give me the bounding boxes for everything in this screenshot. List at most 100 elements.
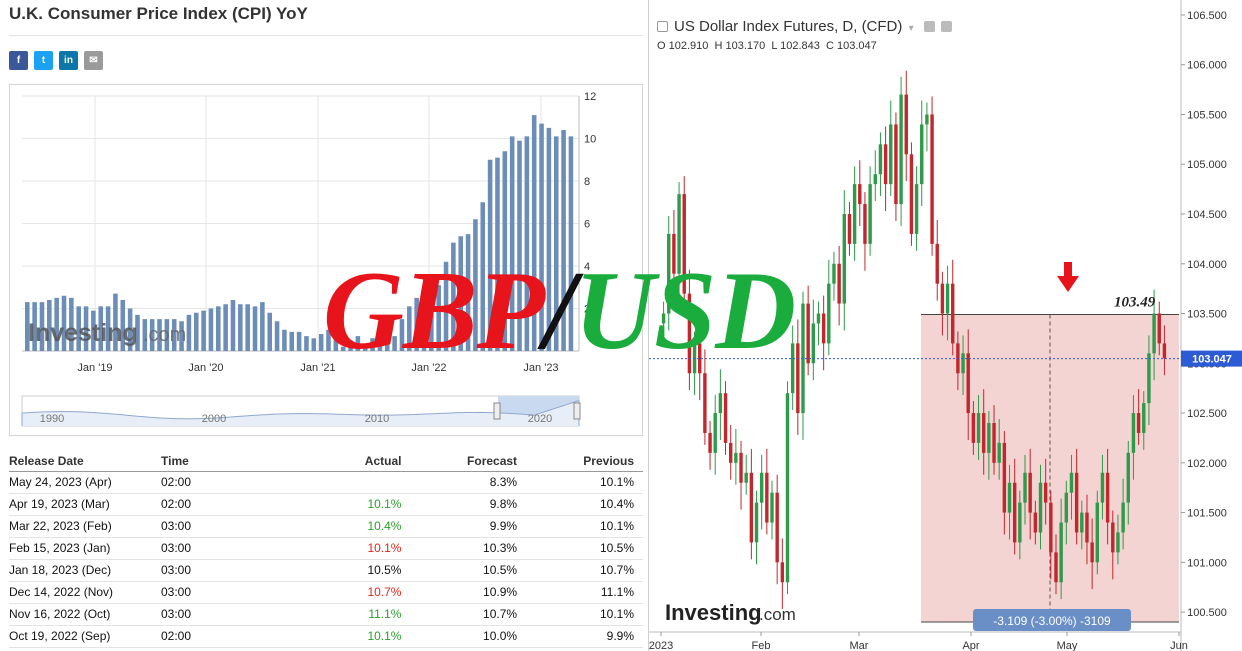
candle-body[interactable] [1064,492,1069,523]
candle-body[interactable] [729,442,733,463]
cpi-bar[interactable] [149,319,155,351]
candle-body[interactable] [883,144,888,185]
candle-body[interactable] [713,413,717,453]
twitter-share-button[interactable]: t [34,51,53,70]
candle-body[interactable] [1090,542,1094,563]
candle-body[interactable] [667,233,671,314]
candle-body[interactable] [894,124,898,205]
gear-icon[interactable] [940,21,952,32]
candle-body[interactable] [1147,353,1151,404]
candle-body[interactable] [925,114,929,125]
candle-body[interactable] [940,283,945,314]
candle-body[interactable] [1028,472,1032,513]
candle-body[interactable] [904,94,908,155]
candle-body[interactable] [914,184,919,234]
cpi-bar[interactable] [76,306,81,351]
email-share-button[interactable]: ✉ [84,51,103,70]
cpi-bar[interactable] [223,304,228,351]
cpi-bar[interactable] [421,308,427,352]
cpi-bar[interactable] [451,242,456,351]
col-actual[interactable]: Actual [321,451,411,472]
cpi-bar[interactable] [157,319,162,351]
cpi-bar[interactable] [326,329,331,351]
facebook-share-button[interactable]: f [9,51,28,70]
cpi-bar[interactable] [39,302,45,351]
candle-body[interactable] [987,423,991,453]
candle-body[interactable] [1059,522,1063,583]
cpi-bar[interactable] [238,304,243,351]
candle-body[interactable] [672,233,676,274]
candle-body[interactable] [1085,512,1089,543]
cpi-bar[interactable] [348,340,353,351]
cpi-bar[interactable] [487,159,493,351]
cpi-bar[interactable] [407,306,412,351]
candle-body[interactable] [889,124,893,185]
candle-body[interactable] [868,184,872,244]
navigator-right-handle[interactable] [573,402,581,420]
cpi-bar[interactable] [502,151,508,351]
candle-body[interactable] [785,393,790,583]
cpi-bar[interactable] [458,236,464,351]
cpi-bar[interactable] [164,319,170,351]
cpi-bar[interactable] [465,234,471,351]
candle-body[interactable] [765,472,769,523]
candle-body[interactable] [1095,502,1099,563]
cpi-bar[interactable] [179,321,184,351]
candle-body[interactable] [708,432,712,453]
candle-body[interactable] [1126,452,1130,503]
candle-body[interactable] [847,214,852,244]
cpi-bar[interactable] [429,283,434,351]
candle-body[interactable] [982,413,986,453]
candle-body[interactable] [1131,413,1136,453]
candle-body[interactable] [780,562,785,583]
candle-body[interactable] [1043,482,1048,503]
candle-body[interactable] [816,313,821,324]
candle-body[interactable] [1105,472,1110,523]
cpi-bar[interactable] [230,300,236,351]
cpi-bar[interactable] [289,331,295,351]
candle-body[interactable] [852,184,857,244]
candle-body[interactable] [811,323,816,364]
candle-body[interactable] [1018,502,1022,543]
candle-body[interactable] [734,452,738,463]
candle-body[interactable] [920,124,924,185]
cpi-bar[interactable] [304,336,309,351]
candle-body[interactable] [971,413,976,443]
candle-body[interactable] [878,144,883,175]
cpi-bar[interactable] [561,130,566,351]
candle-body[interactable] [1152,313,1156,354]
cpi-bar[interactable] [216,306,221,351]
cpi-bar[interactable] [83,306,89,351]
cpi-bar[interactable] [362,344,368,351]
cpi-bar[interactable] [524,136,530,351]
cpi-bar[interactable] [274,321,280,351]
candle-body[interactable] [759,472,764,503]
candle-body[interactable] [1049,502,1053,553]
candle-body[interactable] [945,283,950,314]
cpi-bar[interactable] [443,261,449,351]
cpi-bar[interactable] [142,319,148,351]
candle-body[interactable] [961,353,965,374]
cpi-bar[interactable] [120,300,126,351]
candle-body[interactable] [770,492,774,523]
candle-body[interactable] [1023,472,1027,503]
candle-body[interactable] [775,492,779,563]
cpi-bar[interactable] [517,140,522,351]
cpi-bar[interactable] [186,314,192,351]
candle-body[interactable] [1054,552,1058,583]
candle-body[interactable] [951,283,955,344]
cpi-bar[interactable] [436,285,441,351]
cpi-bar[interactable] [546,127,552,351]
candle-body[interactable] [930,114,934,244]
cpi-bar[interactable] [473,219,478,351]
cpi-bar[interactable] [384,342,390,352]
cpi-bar[interactable] [127,308,133,352]
cpi-bar[interactable] [69,297,74,351]
cpi-bar[interactable] [105,306,111,351]
candle-body[interactable] [739,452,743,483]
candle-body[interactable] [1033,512,1038,533]
cpi-bar[interactable] [355,336,361,351]
candle-body[interactable] [687,293,692,374]
cpi-bar[interactable] [25,302,30,351]
cpi-bar[interactable] [245,304,250,351]
